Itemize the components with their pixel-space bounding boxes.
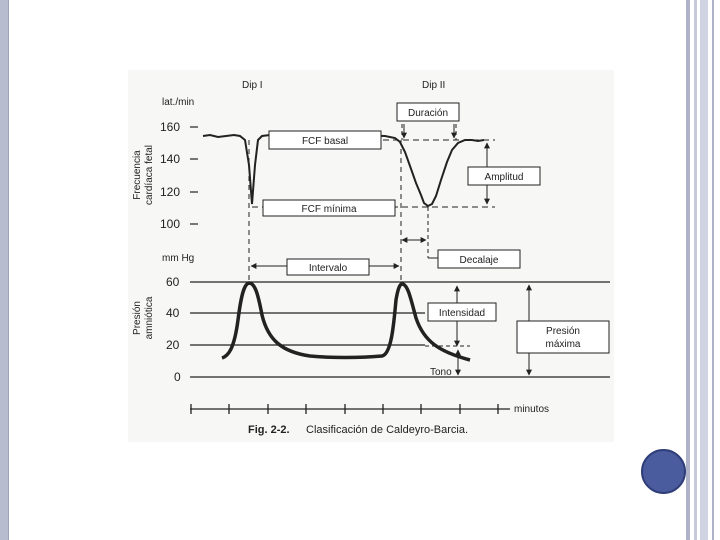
fhr-tick-140: 140 <box>160 152 180 166</box>
pressure-tick-40: 40 <box>166 306 180 320</box>
tono-label: Tono <box>430 367 452 378</box>
pressure-axis-title-line2: amniótica <box>144 296 155 339</box>
caption-number: Fig. 2-2. <box>248 424 290 436</box>
dip1-label: Dip I <box>242 80 263 91</box>
presion-maxima-box <box>516 320 610 354</box>
decalaje-label: Decalaje <box>460 255 499 266</box>
intensidad-box <box>427 302 497 322</box>
fhr-trace <box>202 133 485 208</box>
slide-left-border <box>0 0 9 540</box>
presion-maxima-line2: máxima <box>545 339 580 350</box>
fcf-basal-label: FCF basal <box>302 136 348 147</box>
slide-decoration-circle <box>641 449 686 494</box>
amplitud-box <box>467 166 541 186</box>
decalaje-box <box>437 249 521 269</box>
presion-maxima-line1: Presión <box>546 326 580 337</box>
duracion-label: Duración <box>408 108 448 119</box>
time-axis-unit: minutos <box>514 404 549 415</box>
fhr-tick-100: 100 <box>160 217 180 231</box>
pressure-gridlines <box>190 281 610 378</box>
slide-right-border <box>686 0 720 540</box>
dip2-label: Dip II <box>422 80 445 91</box>
pressure-tick-20: 20 <box>166 338 180 352</box>
fcf-minima-label: FCF mínima <box>302 204 357 215</box>
fhr-tick-120: 120 <box>160 185 180 199</box>
fcf-basal-box <box>268 130 382 150</box>
pressure-curve <box>221 281 471 362</box>
caption-text: Clasificación de Caldeyro-Barcia. <box>306 424 468 436</box>
pressure-tick-0: 0 <box>174 370 181 384</box>
amplitud-label: Amplitud <box>485 172 524 183</box>
fhr-unit-label: lat./min <box>162 97 194 108</box>
fhr-tick-marks <box>190 126 198 225</box>
duracion-box <box>396 102 460 122</box>
pressure-unit-label: mm Hg <box>162 253 194 264</box>
time-axis-ticks <box>190 404 499 414</box>
fcf-minima-box <box>262 199 396 217</box>
intervalo-box <box>286 258 370 276</box>
fhr-tick-160: 160 <box>160 120 180 134</box>
fhr-axis-title-line1: Frecuencia <box>132 150 143 200</box>
intervalo-label: Intervalo <box>309 263 348 274</box>
fhr-axis-title-line2: cardíaca fetal <box>144 145 155 205</box>
pressure-axis-title-line1: Presión <box>132 301 143 335</box>
pressure-tick-60: 60 <box>166 275 180 289</box>
intensidad-label: Intensidad <box>439 308 485 319</box>
